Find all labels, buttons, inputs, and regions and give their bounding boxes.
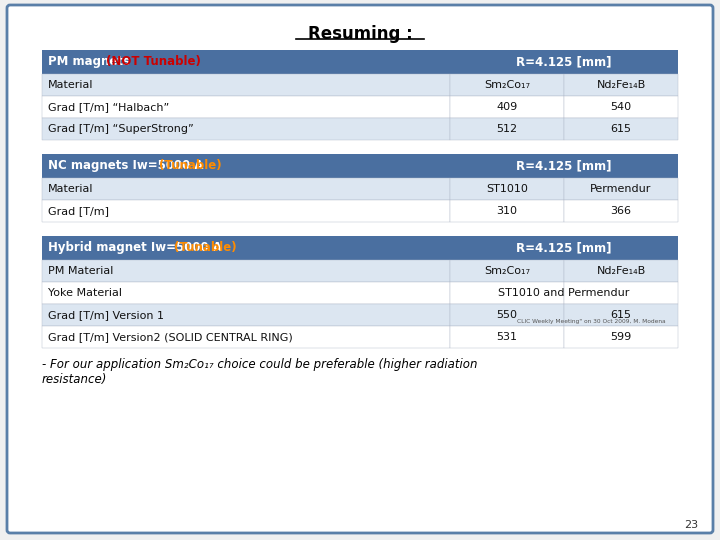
Text: PM Material: PM Material (48, 266, 113, 276)
Text: Grad [T/m] “Halbach”: Grad [T/m] “Halbach” (48, 102, 169, 112)
Bar (42, 118, 450, 140)
Bar (450, 50, 678, 74)
Text: Nd₂Fe₁₄B: Nd₂Fe₁₄B (596, 80, 646, 90)
Text: ST1010: ST1010 (486, 184, 528, 194)
Bar (42, 282, 450, 304)
Text: Permendur: Permendur (590, 184, 652, 194)
Bar (42, 154, 450, 178)
Text: 615: 615 (611, 124, 631, 134)
Bar (450, 178, 564, 200)
Text: - For our application Sm₂Co₁₇ choice could be preferable (higher radiation
resis: - For our application Sm₂Co₁₇ choice cou… (42, 358, 477, 386)
Bar (564, 200, 678, 222)
Bar (450, 236, 678, 260)
Text: R=4.125 [mm]: R=4.125 [mm] (516, 241, 612, 254)
Text: 366: 366 (611, 206, 631, 216)
Bar (42, 326, 450, 348)
Text: Resuming :: Resuming : (307, 25, 413, 43)
Text: Material: Material (48, 80, 94, 90)
Text: Material: Material (48, 184, 94, 194)
Bar (42, 178, 450, 200)
Bar (450, 200, 564, 222)
Bar (42, 74, 450, 96)
Text: 550: 550 (497, 310, 518, 320)
Bar (564, 282, 678, 304)
Bar (42, 96, 450, 118)
Text: CLIC Weekly Meeting" on 30 Oct 2009, M. Modena: CLIC Weekly Meeting" on 30 Oct 2009, M. … (517, 319, 665, 323)
Bar (564, 178, 678, 200)
Bar (450, 326, 564, 348)
Text: 23: 23 (684, 520, 698, 530)
Text: NC magnets Iw=5000 A: NC magnets Iw=5000 A (48, 159, 207, 172)
Bar (450, 304, 564, 326)
Text: Grad [T/m] Version 1: Grad [T/m] Version 1 (48, 310, 164, 320)
Text: 409: 409 (496, 102, 518, 112)
Bar (42, 260, 450, 282)
Bar (42, 236, 450, 260)
Text: Nd₂Fe₁₄B: Nd₂Fe₁₄B (596, 266, 646, 276)
Bar (564, 304, 678, 326)
Text: Yoke Material: Yoke Material (48, 288, 122, 298)
Text: Grad [T/m]: Grad [T/m] (48, 206, 109, 216)
Bar (564, 96, 678, 118)
Bar (42, 50, 450, 74)
Bar (42, 200, 450, 222)
Text: R=4.125 [mm]: R=4.125 [mm] (516, 159, 612, 172)
Text: PM magnets: PM magnets (48, 56, 134, 69)
Text: (NOT Tunable): (NOT Tunable) (106, 56, 201, 69)
Text: Grad [T/m] “SuperStrong”: Grad [T/m] “SuperStrong” (48, 124, 194, 134)
Bar (450, 96, 564, 118)
Bar (564, 326, 678, 348)
Bar (450, 260, 564, 282)
Bar (450, 282, 564, 304)
Text: Grad [T/m] Version2 (SOLID CENTRAL RING): Grad [T/m] Version2 (SOLID CENTRAL RING) (48, 332, 293, 342)
Bar (564, 260, 678, 282)
Text: 540: 540 (611, 102, 631, 112)
Text: 531: 531 (497, 332, 518, 342)
Text: 615: 615 (611, 310, 631, 320)
Bar (564, 118, 678, 140)
Text: ST1010 and Permendur: ST1010 and Permendur (498, 288, 630, 298)
Text: 599: 599 (611, 332, 631, 342)
Text: Sm₂Co₁₇: Sm₂Co₁₇ (484, 80, 530, 90)
Bar (450, 154, 678, 178)
Bar (42, 304, 450, 326)
Text: Sm₂Co₁₇: Sm₂Co₁₇ (484, 266, 530, 276)
Text: 512: 512 (496, 124, 518, 134)
Bar (564, 74, 678, 96)
Text: Hybrid magnet Iw=5000 A: Hybrid magnet Iw=5000 A (48, 241, 226, 254)
Text: 310: 310 (497, 206, 518, 216)
Text: (Tunable): (Tunable) (158, 159, 221, 172)
Bar (450, 118, 564, 140)
Text: R=4.125 [mm]: R=4.125 [mm] (516, 56, 612, 69)
FancyBboxPatch shape (7, 5, 713, 533)
Bar (450, 74, 564, 96)
Text: (Tunable): (Tunable) (174, 241, 237, 254)
